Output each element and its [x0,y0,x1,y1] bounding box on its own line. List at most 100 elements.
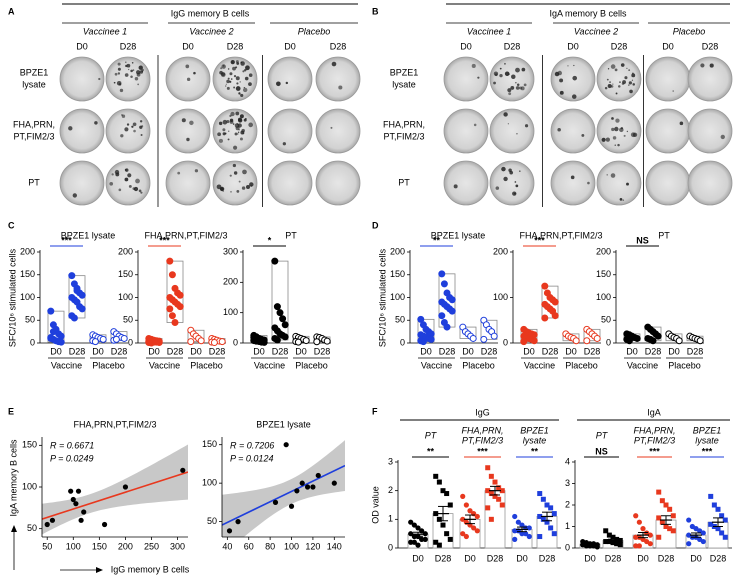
x-tick-label: D0 [462,346,474,356]
spot [619,81,621,83]
spot [227,77,230,80]
x-tick-label: D28 [439,346,456,356]
point [440,522,446,528]
spot [127,173,132,178]
x-tick-label: D0 [516,553,528,563]
point [719,513,725,519]
spot [559,90,564,95]
point [670,513,676,519]
group-label: Placebo [565,360,598,370]
spot [222,190,224,192]
point [44,521,50,528]
spot [573,64,575,67]
point [411,522,417,528]
spot [186,137,190,142]
regression-line [222,464,345,526]
spot [504,71,510,77]
spot [620,63,625,67]
spot [227,68,230,70]
spot [225,83,227,85]
well [550,160,596,206]
group-label: FHA,PRN, [461,425,503,435]
point [474,513,480,520]
group-label: Vaccine [627,360,658,370]
spot [508,73,510,76]
point [686,541,692,547]
well [59,108,105,154]
spot [72,193,77,198]
x-tick-label: D28 [435,553,452,563]
spot [508,92,512,96]
range-box [480,319,498,340]
y-tick-label: 0 [503,337,508,347]
spot [230,60,235,65]
row-label: FHA,PRN, [13,119,55,129]
spot [614,126,619,132]
spot [237,117,242,122]
x-tick-label: D0 [626,346,638,356]
row-label: lysate [22,79,46,89]
spot [131,125,134,128]
spot [611,127,615,132]
chart-title: BPZE1 lysate [61,230,116,240]
point [75,488,82,494]
point [496,496,502,502]
point [700,538,706,545]
well [687,108,733,154]
well [687,56,733,102]
point [281,321,289,329]
group-label: PT [425,430,438,440]
spot [629,89,633,94]
spot [245,65,250,71]
spot [232,123,235,125]
y-tick-label: 0 [30,337,35,347]
spot [132,122,137,127]
spot [507,88,512,93]
y-tick-label: 100 [390,292,405,302]
point [436,479,442,485]
point [722,534,728,540]
x-tick-label: 300 [170,541,185,551]
point [603,528,609,534]
group-label: Placebo [673,26,706,36]
point [551,511,557,517]
spot [554,71,560,77]
point [485,488,491,494]
y-tick-label: 100 [118,292,133,302]
point [515,519,521,525]
chart-title: FHA,PRN,PT,FIM2/3 [144,230,227,240]
point [496,485,502,491]
x-tick-label: 100 [66,541,81,551]
significance: * [268,235,272,245]
point [73,287,81,295]
point [78,517,84,523]
spot [606,78,609,81]
x-tick-label: D28 [167,346,184,356]
point [460,493,466,499]
y-tick-label: 0 [128,337,133,347]
spot [477,76,480,79]
timepoint-label: D28 [227,41,244,51]
timepoint-label: D0 [662,41,674,51]
well [443,160,489,206]
significance: *** [477,446,488,456]
point [499,502,505,508]
spot [615,92,618,95]
spot [612,136,617,140]
spot [700,63,705,68]
point [463,533,469,540]
point [460,516,466,522]
point [150,337,158,345]
y-tick-label: 200 [223,277,238,287]
x-tick-label: D28 [481,346,498,356]
spot [230,191,232,193]
group-label: lysate [523,435,547,445]
spot [232,163,237,168]
panel-label: C [8,220,15,230]
spot [124,177,129,182]
spot [133,186,139,192]
spot [235,76,240,81]
point [422,531,428,537]
x-tick-label: D0 [523,346,535,356]
chart-title: IgG [475,407,490,417]
